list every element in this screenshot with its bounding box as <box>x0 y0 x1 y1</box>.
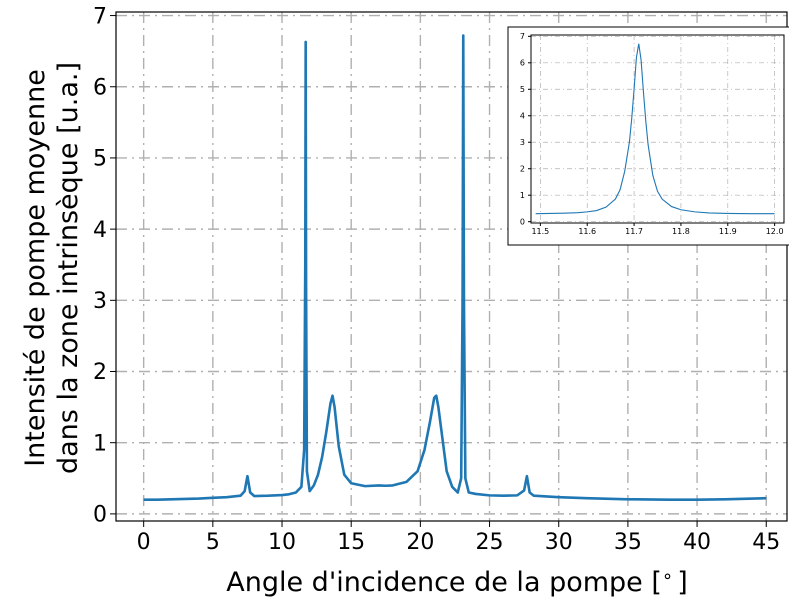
x-axis-label-degree: ∘ <box>662 566 673 587</box>
y-axis-label-line1: Intensité de pompe moyenne <box>20 69 51 467</box>
main-axes-frame <box>115 11 788 522</box>
x-tick-label: 10 <box>268 530 296 555</box>
y-tick-label: 4 <box>93 218 107 243</box>
y-tick-label: 3 <box>520 138 525 147</box>
main-y-axis: 0 1 2 3 4 5 6 7 <box>93 4 116 528</box>
x-tick-label: 20 <box>406 530 434 555</box>
y-tick-label: 2 <box>93 360 107 385</box>
main-plot-area <box>143 34 767 501</box>
x-tick-label: 5 <box>206 530 220 555</box>
inset-grid <box>531 35 784 223</box>
y-tick-label: 4 <box>520 112 525 121</box>
y-tick-label: 0 <box>93 503 107 528</box>
x-tick-label: 11.8 <box>672 227 690 236</box>
y-tick-label: 1 <box>520 191 525 200</box>
y-tick-label: 6 <box>520 59 525 68</box>
inset-background <box>507 26 789 246</box>
x-tick-label: 15 <box>337 530 365 555</box>
main-series-line <box>143 34 767 501</box>
y-tick-label: 5 <box>520 85 525 94</box>
x-tick-label: 12.0 <box>766 227 784 236</box>
inset-y-axis: 0 1 2 3 4 5 6 7 <box>520 32 531 226</box>
x-tick-label: 35 <box>614 530 642 555</box>
y-tick-label: 6 <box>93 75 107 100</box>
y-tick-label: 1 <box>93 431 107 456</box>
x-tick-label: 11.9 <box>719 227 737 236</box>
inset-x-axis: 11.5 11.6 11.7 11.8 11.9 12.0 <box>531 223 784 236</box>
x-tick-label: 11.7 <box>625 227 643 236</box>
x-axis-label: Angle d'incidence de la pompe [∘] <box>226 566 687 598</box>
x-tick-label: 11.6 <box>578 227 596 236</box>
x-axis-label-text: Angle d'incidence de la pompe [ <box>226 567 662 598</box>
x-tick-label: 30 <box>545 530 573 555</box>
x-tick-label: 40 <box>683 530 711 555</box>
inset-series-line <box>535 43 775 215</box>
x-tick-label: 0 <box>137 530 151 555</box>
x-tick-label: 25 <box>476 530 504 555</box>
main-x-axis: 0 5 10 15 20 25 30 35 40 45 <box>137 521 780 555</box>
x-tick-label: 45 <box>752 530 780 555</box>
y-tick-label: 5 <box>93 147 107 172</box>
y-tick-label: 2 <box>520 165 525 174</box>
y-tick-label: 0 <box>520 217 525 226</box>
y-tick-label: 7 <box>93 4 107 29</box>
inset-axes-frame <box>530 34 785 224</box>
x-tick-label: 11.5 <box>531 227 549 236</box>
y-axis-label-line2: dans la zone intrinsèque [u.a.] <box>53 62 84 474</box>
y-tick-label: 7 <box>520 32 525 41</box>
y-tick-label: 3 <box>93 289 107 314</box>
x-axis-label-close: ] <box>677 567 688 598</box>
